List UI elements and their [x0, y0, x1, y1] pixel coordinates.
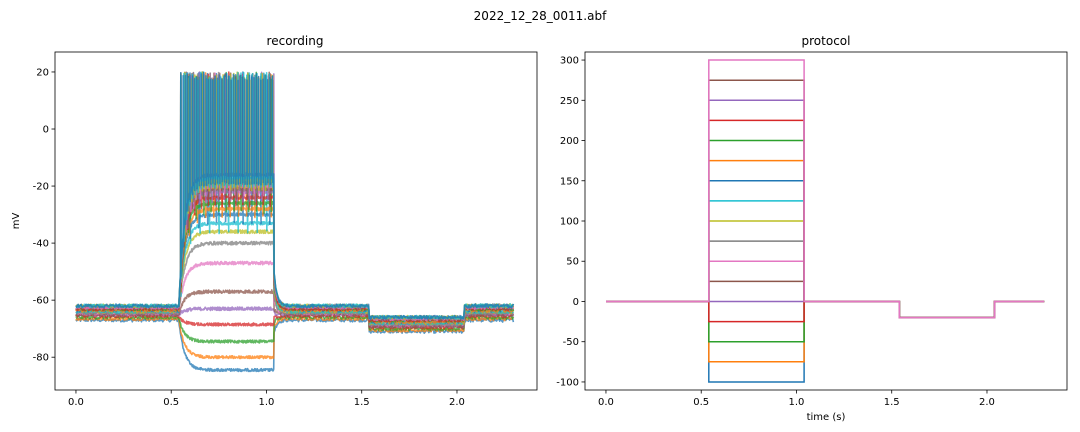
- recording-sweep: [75, 71, 514, 320]
- protocol-sweeps: [606, 59, 1045, 383]
- protocol-sweep: [606, 300, 1045, 383]
- protocol-ytick-label: 150: [560, 176, 579, 187]
- protocol-ticks: 0.0 0.5 1.0 1.5 2.0 -100 -50 0 50 100 150 200 250 300: [556, 56, 995, 408]
- protocol-frame: [584, 51, 1068, 391]
- protocol-sweep: [606, 300, 1045, 343]
- protocol-xtick-label: 0.5: [693, 397, 709, 408]
- recording-sweep: [75, 71, 515, 320]
- protocol-ytick-label: 300: [560, 56, 579, 67]
- protocol-sweep: [606, 119, 1045, 319]
- recording-ytick-label: -20: [33, 182, 49, 193]
- protocol-ytick-label: 200: [560, 136, 579, 147]
- protocol-sweep: [606, 200, 1045, 319]
- protocol-sweep: [606, 79, 1045, 319]
- figure-title: 2022_12_28_0011.abf: [474, 9, 607, 23]
- protocol-sweep: [606, 139, 1045, 319]
- protocol-ytick-label: -50: [563, 337, 579, 348]
- recording-ytick-label: -40: [33, 239, 49, 250]
- recording-axes: recording mV 0.0 0.5 1.0 1.5 2.0 -80 -60 -40 -20…: [11, 34, 538, 408]
- recording-ytick-label: -80: [33, 353, 49, 364]
- protocol-sweep: [606, 180, 1045, 319]
- protocol-xlabel: time (s): [807, 412, 846, 423]
- protocol-sweep: [606, 220, 1045, 319]
- recording-sweep: [75, 71, 515, 320]
- recording-sweep: [75, 71, 514, 322]
- protocol-ytick-label: -100: [556, 377, 579, 388]
- protocol-axes: protocol time (s) 0.0 0.5 1.0 1.5 2.0 -100 -50…: [556, 34, 1068, 423]
- recording-sweep: [75, 71, 514, 323]
- recording-ylabel: mV: [11, 213, 22, 230]
- recording-ytick-label: -60: [33, 296, 49, 307]
- protocol-sweep: [606, 260, 1045, 319]
- protocol-xtick-label: 1.0: [789, 397, 805, 408]
- protocol-sweep: [606, 300, 1045, 363]
- recording-sweep: [75, 71, 515, 323]
- protocol-sweep: [606, 280, 1045, 319]
- recording-xtick-label: 1.5: [354, 397, 370, 408]
- protocol-title: protocol: [802, 34, 851, 48]
- recording-ytick-label: 20: [36, 67, 49, 78]
- recording-ytick-label: 0: [43, 125, 49, 136]
- protocol-sweep: [606, 300, 1045, 323]
- recording-sweep: [75, 71, 515, 320]
- protocol-sweep: [606, 240, 1045, 319]
- recording-sweeps: [75, 71, 515, 373]
- recording-sweep: [75, 72, 515, 326]
- protocol-sweep: [606, 300, 1045, 319]
- protocol-xtick-label: 1.5: [884, 397, 900, 408]
- protocol-ytick-label: 100: [560, 217, 579, 228]
- protocol-xtick-label: 2.0: [979, 397, 995, 408]
- recording-xtick-label: 0.5: [163, 397, 179, 408]
- protocol-sweep: [606, 59, 1045, 319]
- recording-sweep: [75, 72, 514, 322]
- recording-sweep: [75, 72, 515, 325]
- recording-xtick-label: 0.0: [68, 397, 84, 408]
- protocol-xtick-label: 0.0: [598, 397, 614, 408]
- recording-title: recording: [267, 34, 324, 48]
- recording-xtick-label: 2.0: [449, 397, 465, 408]
- protocol-sweep: [606, 99, 1045, 319]
- protocol-ytick-label: 50: [566, 257, 579, 268]
- recording-ticks: 0.0 0.5 1.0 1.5 2.0 -80 -60 -40 -20 0 20: [33, 67, 465, 408]
- recording-sweep: [75, 71, 514, 325]
- protocol-ytick-label: 0: [573, 297, 579, 308]
- recording-xtick-label: 1.0: [259, 397, 275, 408]
- recording-sweep: [75, 71, 515, 322]
- recording-frame: [54, 51, 538, 391]
- protocol-ytick-label: 250: [560, 96, 579, 107]
- recording-sweep: [75, 240, 514, 327]
- protocol-sweep: [606, 159, 1045, 319]
